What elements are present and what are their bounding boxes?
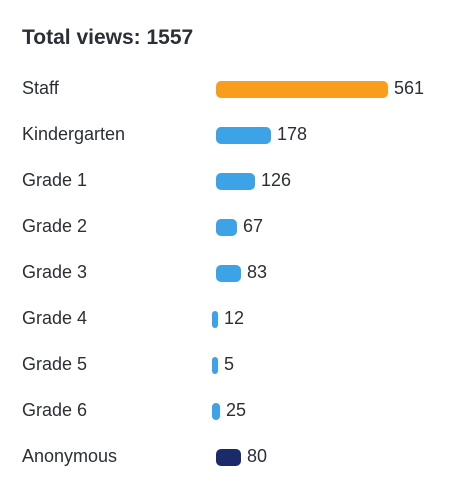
bar <box>216 219 237 236</box>
bar <box>216 127 271 144</box>
bar-value-label: 83 <box>247 262 268 282</box>
bar <box>212 311 218 328</box>
category-label: Grade 6 <box>22 400 88 420</box>
bar-row: Grade 2 67 <box>0 204 450 250</box>
bar <box>216 173 255 190</box>
category-label: Grade 5 <box>22 354 88 374</box>
bar <box>212 357 218 374</box>
bar-row: Staff 561 <box>0 66 450 112</box>
bar-track: 561 <box>216 78 424 98</box>
category-label: Kindergarten <box>22 124 126 144</box>
category-label: Staff <box>22 78 59 98</box>
bar-track: 5 <box>212 354 416 374</box>
bar-value-label: 25 <box>226 400 247 420</box>
bar-track: 178 <box>216 124 416 144</box>
chart-title: Total views: 1557 <box>22 26 194 49</box>
bar-track: 83 <box>216 262 416 282</box>
bar-value-label: 126 <box>261 170 292 190</box>
bar-row: Anonymous 80 <box>0 434 450 480</box>
bar-row: Grade 4 12 <box>0 296 450 342</box>
category-label: Grade 3 <box>22 262 88 282</box>
bar-rows: Staff 561 Kindergarten 178 Grade 1 126 Grade 2… <box>0 66 450 480</box>
bar-row: Grade 3 83 <box>0 250 450 296</box>
bar-track: 80 <box>216 446 416 466</box>
bar <box>216 81 388 98</box>
category-label: Grade 1 <box>22 170 88 190</box>
bar-track: 25 <box>212 400 416 420</box>
bar-track: 12 <box>212 308 416 328</box>
bar-value-label: 5 <box>224 354 235 374</box>
bar-value-label: 67 <box>243 216 264 236</box>
bar <box>216 265 241 282</box>
bar-row: Grade 1 126 <box>0 158 450 204</box>
category-label: Grade 4 <box>22 308 88 328</box>
bar-value-label: 12 <box>224 308 245 328</box>
bar-value-label: 80 <box>247 446 268 466</box>
bar-track: 126 <box>216 170 416 190</box>
category-label: Anonymous <box>22 446 118 466</box>
bar-row: Kindergarten 178 <box>0 112 450 158</box>
bar <box>216 449 241 466</box>
bar <box>212 403 220 420</box>
bar-value-label: 178 <box>277 124 308 144</box>
bar-row: Grade 5 5 <box>0 342 450 388</box>
bar-track: 67 <box>216 216 416 236</box>
category-label: Grade 2 <box>22 216 88 236</box>
bar-value-label: 561 <box>394 78 425 98</box>
bar-row: Grade 6 25 <box>0 388 450 434</box>
